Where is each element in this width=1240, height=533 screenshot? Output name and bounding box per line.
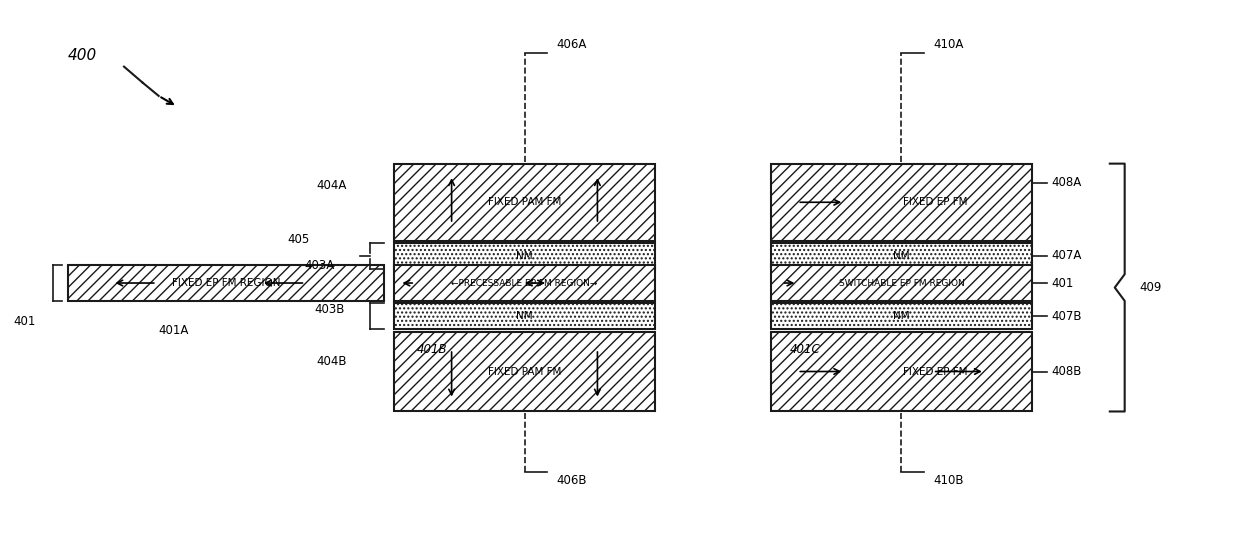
Bar [394, 332, 655, 411]
Text: 408A: 408A [1052, 176, 1081, 189]
Text: SWITCHABLE EP FM REGION: SWITCHABLE EP FM REGION [838, 279, 965, 287]
Text: 410A: 410A [934, 38, 963, 51]
Text: 401: 401 [14, 315, 36, 328]
Text: 401A: 401A [159, 324, 188, 337]
Text: 410B: 410B [934, 474, 965, 487]
Text: 400: 400 [68, 49, 98, 63]
Text: 409: 409 [1140, 281, 1162, 294]
Bar [394, 303, 655, 329]
Bar [394, 243, 655, 269]
Text: 406B: 406B [557, 474, 588, 487]
Bar [771, 303, 1032, 329]
Text: 407B: 407B [1052, 310, 1083, 322]
Text: 405: 405 [288, 233, 310, 246]
Text: 401B: 401B [417, 343, 448, 356]
Text: 401C: 401C [790, 343, 821, 356]
Bar [394, 164, 655, 241]
Bar [394, 265, 655, 301]
Text: 401: 401 [1052, 277, 1074, 289]
Text: 408B: 408B [1052, 365, 1081, 378]
Text: FIXED EP FM: FIXED EP FM [903, 367, 967, 376]
Text: FIXED EP FM: FIXED EP FM [903, 197, 967, 207]
Text: 406A: 406A [557, 38, 587, 51]
Bar [771, 332, 1032, 411]
Text: 403B: 403B [315, 303, 345, 316]
Bar [68, 265, 384, 301]
Text: 407A: 407A [1052, 249, 1081, 262]
Text: NM: NM [516, 251, 533, 261]
Text: FIXED EP FM REGION: FIXED EP FM REGION [172, 278, 280, 288]
Text: 404B: 404B [316, 356, 347, 368]
Text: 404A: 404A [317, 179, 347, 192]
Text: ←PRECESSABLE EP FM REGION→: ←PRECESSABLE EP FM REGION→ [451, 279, 598, 287]
Text: FIXED PAM FM: FIXED PAM FM [487, 197, 562, 207]
Text: 403A: 403A [305, 259, 335, 272]
Bar [771, 265, 1032, 301]
Text: FIXED PAM FM: FIXED PAM FM [487, 367, 562, 376]
Bar [771, 243, 1032, 269]
Bar [771, 164, 1032, 241]
Text: NM: NM [893, 251, 910, 261]
Text: NM: NM [516, 311, 533, 321]
Text: NM: NM [893, 311, 910, 321]
